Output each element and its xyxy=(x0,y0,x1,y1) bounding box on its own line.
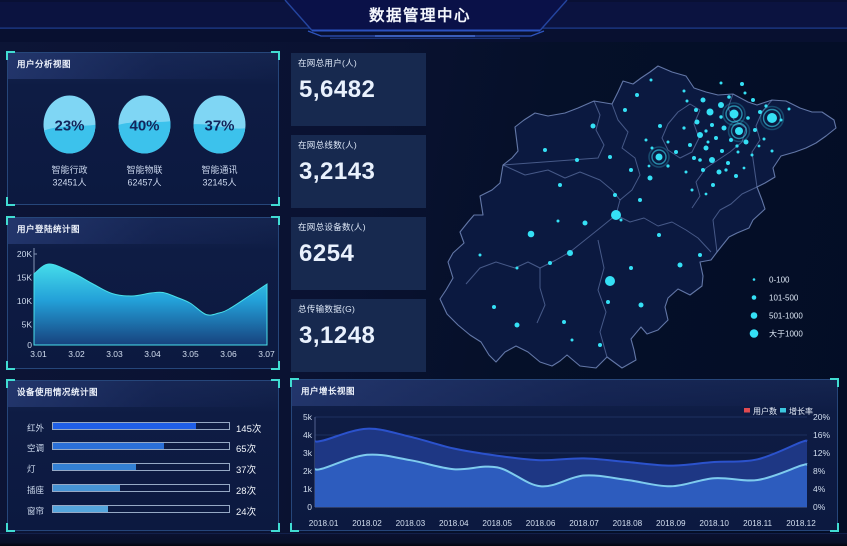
svg-text:智能行政: 智能行政 xyxy=(51,164,87,175)
svg-text:大于1000: 大于1000 xyxy=(769,329,803,339)
svg-text:0: 0 xyxy=(307,502,312,512)
svg-text:8%: 8% xyxy=(813,466,826,476)
svg-text:数据管理中心: 数据管理中心 xyxy=(369,6,471,25)
svg-text:增长率: 增长率 xyxy=(789,406,813,416)
svg-text:20K: 20K xyxy=(17,249,32,259)
svg-text:101-500: 101-500 xyxy=(769,294,799,303)
svg-text:62457人: 62457人 xyxy=(127,178,161,188)
svg-text:10K: 10K xyxy=(17,296,32,306)
svg-text:2018.02: 2018.02 xyxy=(352,519,382,528)
svg-text:3.06: 3.06 xyxy=(220,349,237,359)
svg-text:3.01: 3.01 xyxy=(30,349,47,359)
svg-text:501-1000: 501-1000 xyxy=(769,312,803,321)
svg-text:37%: 37% xyxy=(204,118,234,135)
svg-text:4%: 4% xyxy=(813,484,826,494)
svg-text:0-100: 0-100 xyxy=(769,276,790,285)
svg-text:3k: 3k xyxy=(303,448,313,458)
svg-text:4k: 4k xyxy=(303,430,313,440)
svg-text:用户数: 用户数 xyxy=(753,406,777,416)
svg-text:智能通讯: 智能通讯 xyxy=(201,164,237,175)
svg-text:2k: 2k xyxy=(303,466,313,476)
svg-text:20%: 20% xyxy=(813,412,830,422)
svg-text:3.02: 3.02 xyxy=(68,349,85,359)
svg-text:0%: 0% xyxy=(813,502,826,512)
svg-text:2018.09: 2018.09 xyxy=(656,519,686,528)
svg-text:2018.04: 2018.04 xyxy=(439,519,469,528)
svg-text:32145人: 32145人 xyxy=(202,178,236,188)
svg-text:23%: 23% xyxy=(54,118,84,135)
svg-text:0: 0 xyxy=(27,340,32,350)
svg-text:5k: 5k xyxy=(303,412,313,422)
svg-text:3.07: 3.07 xyxy=(258,349,275,359)
svg-text:智能物联: 智能物联 xyxy=(126,164,162,175)
svg-text:16%: 16% xyxy=(813,430,830,440)
svg-text:2018.08: 2018.08 xyxy=(613,519,643,528)
svg-text:2018.01: 2018.01 xyxy=(309,519,339,528)
svg-text:2018.03: 2018.03 xyxy=(396,519,426,528)
svg-text:2018.07: 2018.07 xyxy=(569,519,599,528)
svg-text:3.03: 3.03 xyxy=(106,349,123,359)
svg-text:2018.06: 2018.06 xyxy=(526,519,556,528)
svg-text:12%: 12% xyxy=(813,448,830,458)
svg-text:15K: 15K xyxy=(17,273,32,283)
svg-text:3.04: 3.04 xyxy=(144,349,161,359)
svg-text:5K: 5K xyxy=(22,320,33,330)
svg-text:32451人: 32451人 xyxy=(52,178,86,188)
svg-text:1k: 1k xyxy=(303,484,313,494)
svg-text:40%: 40% xyxy=(129,118,159,135)
svg-text:2018.05: 2018.05 xyxy=(482,519,512,528)
svg-text:2018.12: 2018.12 xyxy=(786,519,816,528)
svg-text:2018.10: 2018.10 xyxy=(699,519,729,528)
svg-text:3.05: 3.05 xyxy=(182,349,199,359)
svg-text:2018.11: 2018.11 xyxy=(743,519,772,528)
